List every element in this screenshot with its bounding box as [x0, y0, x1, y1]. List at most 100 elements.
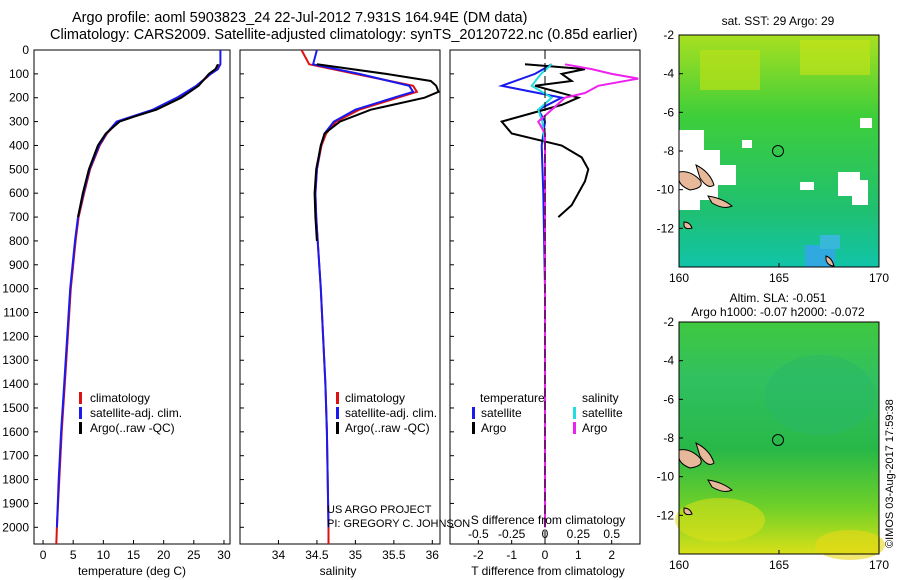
- series-line-salinity-satellite: [530, 63, 554, 528]
- depth-tick-label: 1100: [3, 306, 29, 320]
- missing-data-area: [838, 172, 868, 205]
- legend-swatch-satellite: [79, 407, 82, 419]
- temperature-legend: climatology satellite-adj. clim. Argo(..…: [79, 391, 182, 435]
- x-tick-label: 30: [217, 548, 231, 562]
- x-tick-label: 36: [426, 548, 440, 562]
- legend-label-argo: Argo(..raw -QC): [345, 421, 430, 435]
- lon-tick-label: 160: [669, 271, 689, 285]
- legend-label-t-argo: Argo: [481, 421, 507, 435]
- depth-tick-label: 1000: [2, 282, 29, 296]
- credit-project: US ARGO PROJECT: [327, 504, 432, 516]
- depth-axis: 0 100 200 300 400 500 600 700 800 900 1000 1100 1200…: [2, 43, 454, 534]
- island: [707, 479, 733, 492]
- top-x-tick-label: 0.5: [603, 527, 620, 541]
- x-tick-label: 34.5: [305, 548, 329, 562]
- legend-label-climatology: climatology: [345, 391, 405, 405]
- island: [707, 195, 733, 208]
- depth-tick-label: 0: [22, 43, 29, 57]
- series-line-satellite-adj-clim-: [311, 50, 415, 528]
- temperature-axis-label: temperature (deg C): [78, 564, 186, 578]
- lon-tick-label: 165: [769, 271, 789, 285]
- x-tick-label: 35.5: [382, 548, 406, 562]
- depth-tick-label: 1600: [2, 425, 29, 439]
- salinity-x-axis: 34 34.5 35 35.5 36: [272, 540, 440, 562]
- sst-map: sat. SST: 29 Argo: 29: [678, 14, 880, 268]
- series-line-satellite-adj-clim-: [55, 50, 222, 528]
- depth-tick-label: 400: [9, 138, 29, 152]
- legend-label-satellite: satellite-adj. clim.: [90, 406, 182, 420]
- legend-head-salinity: salinity: [582, 391, 619, 405]
- legend-label-climatology: climatology: [90, 391, 150, 405]
- island: [683, 221, 693, 230]
- warm-patch: [700, 50, 760, 90]
- x-tick-label: 25: [187, 548, 201, 562]
- sla-pattern: [815, 530, 885, 560]
- lat-tick-label: -10: [657, 470, 675, 484]
- t-difference-axis-label: T difference from climatology: [471, 564, 625, 578]
- x-tick-label: 35: [349, 548, 363, 562]
- series-line-climatology: [55, 64, 221, 544]
- island: [695, 442, 715, 465]
- missing-data-area: [800, 182, 814, 190]
- lon-tick-label: 170: [869, 271, 889, 285]
- top-x-tick-label: 0.25: [567, 527, 591, 541]
- lat-tick-label: -6: [663, 105, 674, 119]
- sla-pattern: [765, 355, 875, 435]
- depth-tick-label: 1300: [2, 353, 29, 367]
- figure-title-line-1: Argo profile: aoml 5903823_24 22-Jul-201…: [72, 10, 528, 26]
- sla-map-title-2: Argo h1000: -0.07 h2000: -0.072: [691, 305, 865, 319]
- top-x-tick-label: -0.5: [468, 527, 489, 541]
- lat-tick-label: -8: [663, 431, 674, 445]
- missing-data-area: [679, 130, 736, 210]
- legend-swatch-s-argo: [573, 422, 576, 434]
- salinity-legend: climatology satellite-adj. clim. Argo(..…: [336, 391, 437, 435]
- salinity-series: [300, 50, 440, 544]
- temperature-series: [55, 50, 222, 544]
- depth-tick-label: 700: [9, 210, 29, 224]
- sla-map-title-1: Altim. SLA: -0.051: [730, 291, 827, 305]
- salinity-axis-label: salinity: [320, 564, 357, 578]
- depth-tick-label: 1900: [2, 496, 29, 510]
- x-tick-label: 34: [272, 548, 286, 562]
- lat-tick-label: -6: [663, 392, 674, 406]
- missing-data-area: [742, 140, 752, 148]
- depth-tick-label: 1500: [2, 401, 29, 415]
- lat-tick-label: -4: [663, 354, 674, 368]
- argo-position-marker: [772, 145, 784, 157]
- x-tick-label: 20: [157, 548, 171, 562]
- legend-swatch-t-satellite: [472, 407, 475, 419]
- warm-patch: [800, 40, 870, 75]
- depth-tick-label: 800: [9, 234, 29, 248]
- island: [825, 255, 835, 267]
- legend-label-t-satellite: satellite: [481, 406, 522, 420]
- depth-tick-label: 1700: [2, 449, 29, 463]
- series-line-argo-raw-qc-: [77, 63, 219, 218]
- legend-swatch-climatology: [79, 392, 82, 404]
- island: [695, 164, 715, 187]
- series-line-climatology: [300, 50, 419, 544]
- island: [683, 507, 693, 516]
- legend-swatch-argo: [336, 422, 339, 434]
- legend-label-satellite: satellite-adj. clim.: [345, 406, 437, 420]
- x-tick-label: 2: [608, 548, 615, 562]
- island: [678, 449, 702, 469]
- depth-tick-label: 100: [9, 67, 29, 81]
- lat-tick-label: -10: [657, 183, 675, 197]
- sst-map-title: sat. SST: 29 Argo: 29: [722, 14, 835, 28]
- depth-tick-label: 500: [9, 162, 29, 176]
- s-difference-axis-label: S difference from climatology: [471, 513, 626, 527]
- imos-timestamp: ©IMOS 03-Aug-2017 17:59:38: [884, 399, 896, 548]
- series-line-temperature-argo: [499, 63, 590, 218]
- difference-series: [497, 63, 639, 528]
- cool-patch: [820, 235, 840, 249]
- legend-label-s-argo: Argo: [582, 421, 608, 435]
- depth-tick-label: 1400: [2, 377, 29, 391]
- legend-label-argo: Argo(..raw -QC): [90, 421, 175, 435]
- missing-data-area: [860, 118, 872, 128]
- depth-tick-label: 1200: [2, 329, 29, 343]
- legend-head-temperature: temperature: [480, 391, 545, 405]
- credit-pi: PI: GREGORY C. JOHNSON: [327, 518, 471, 530]
- lon-tick-label: 170: [869, 558, 889, 572]
- lat-tick-label: -4: [663, 67, 674, 81]
